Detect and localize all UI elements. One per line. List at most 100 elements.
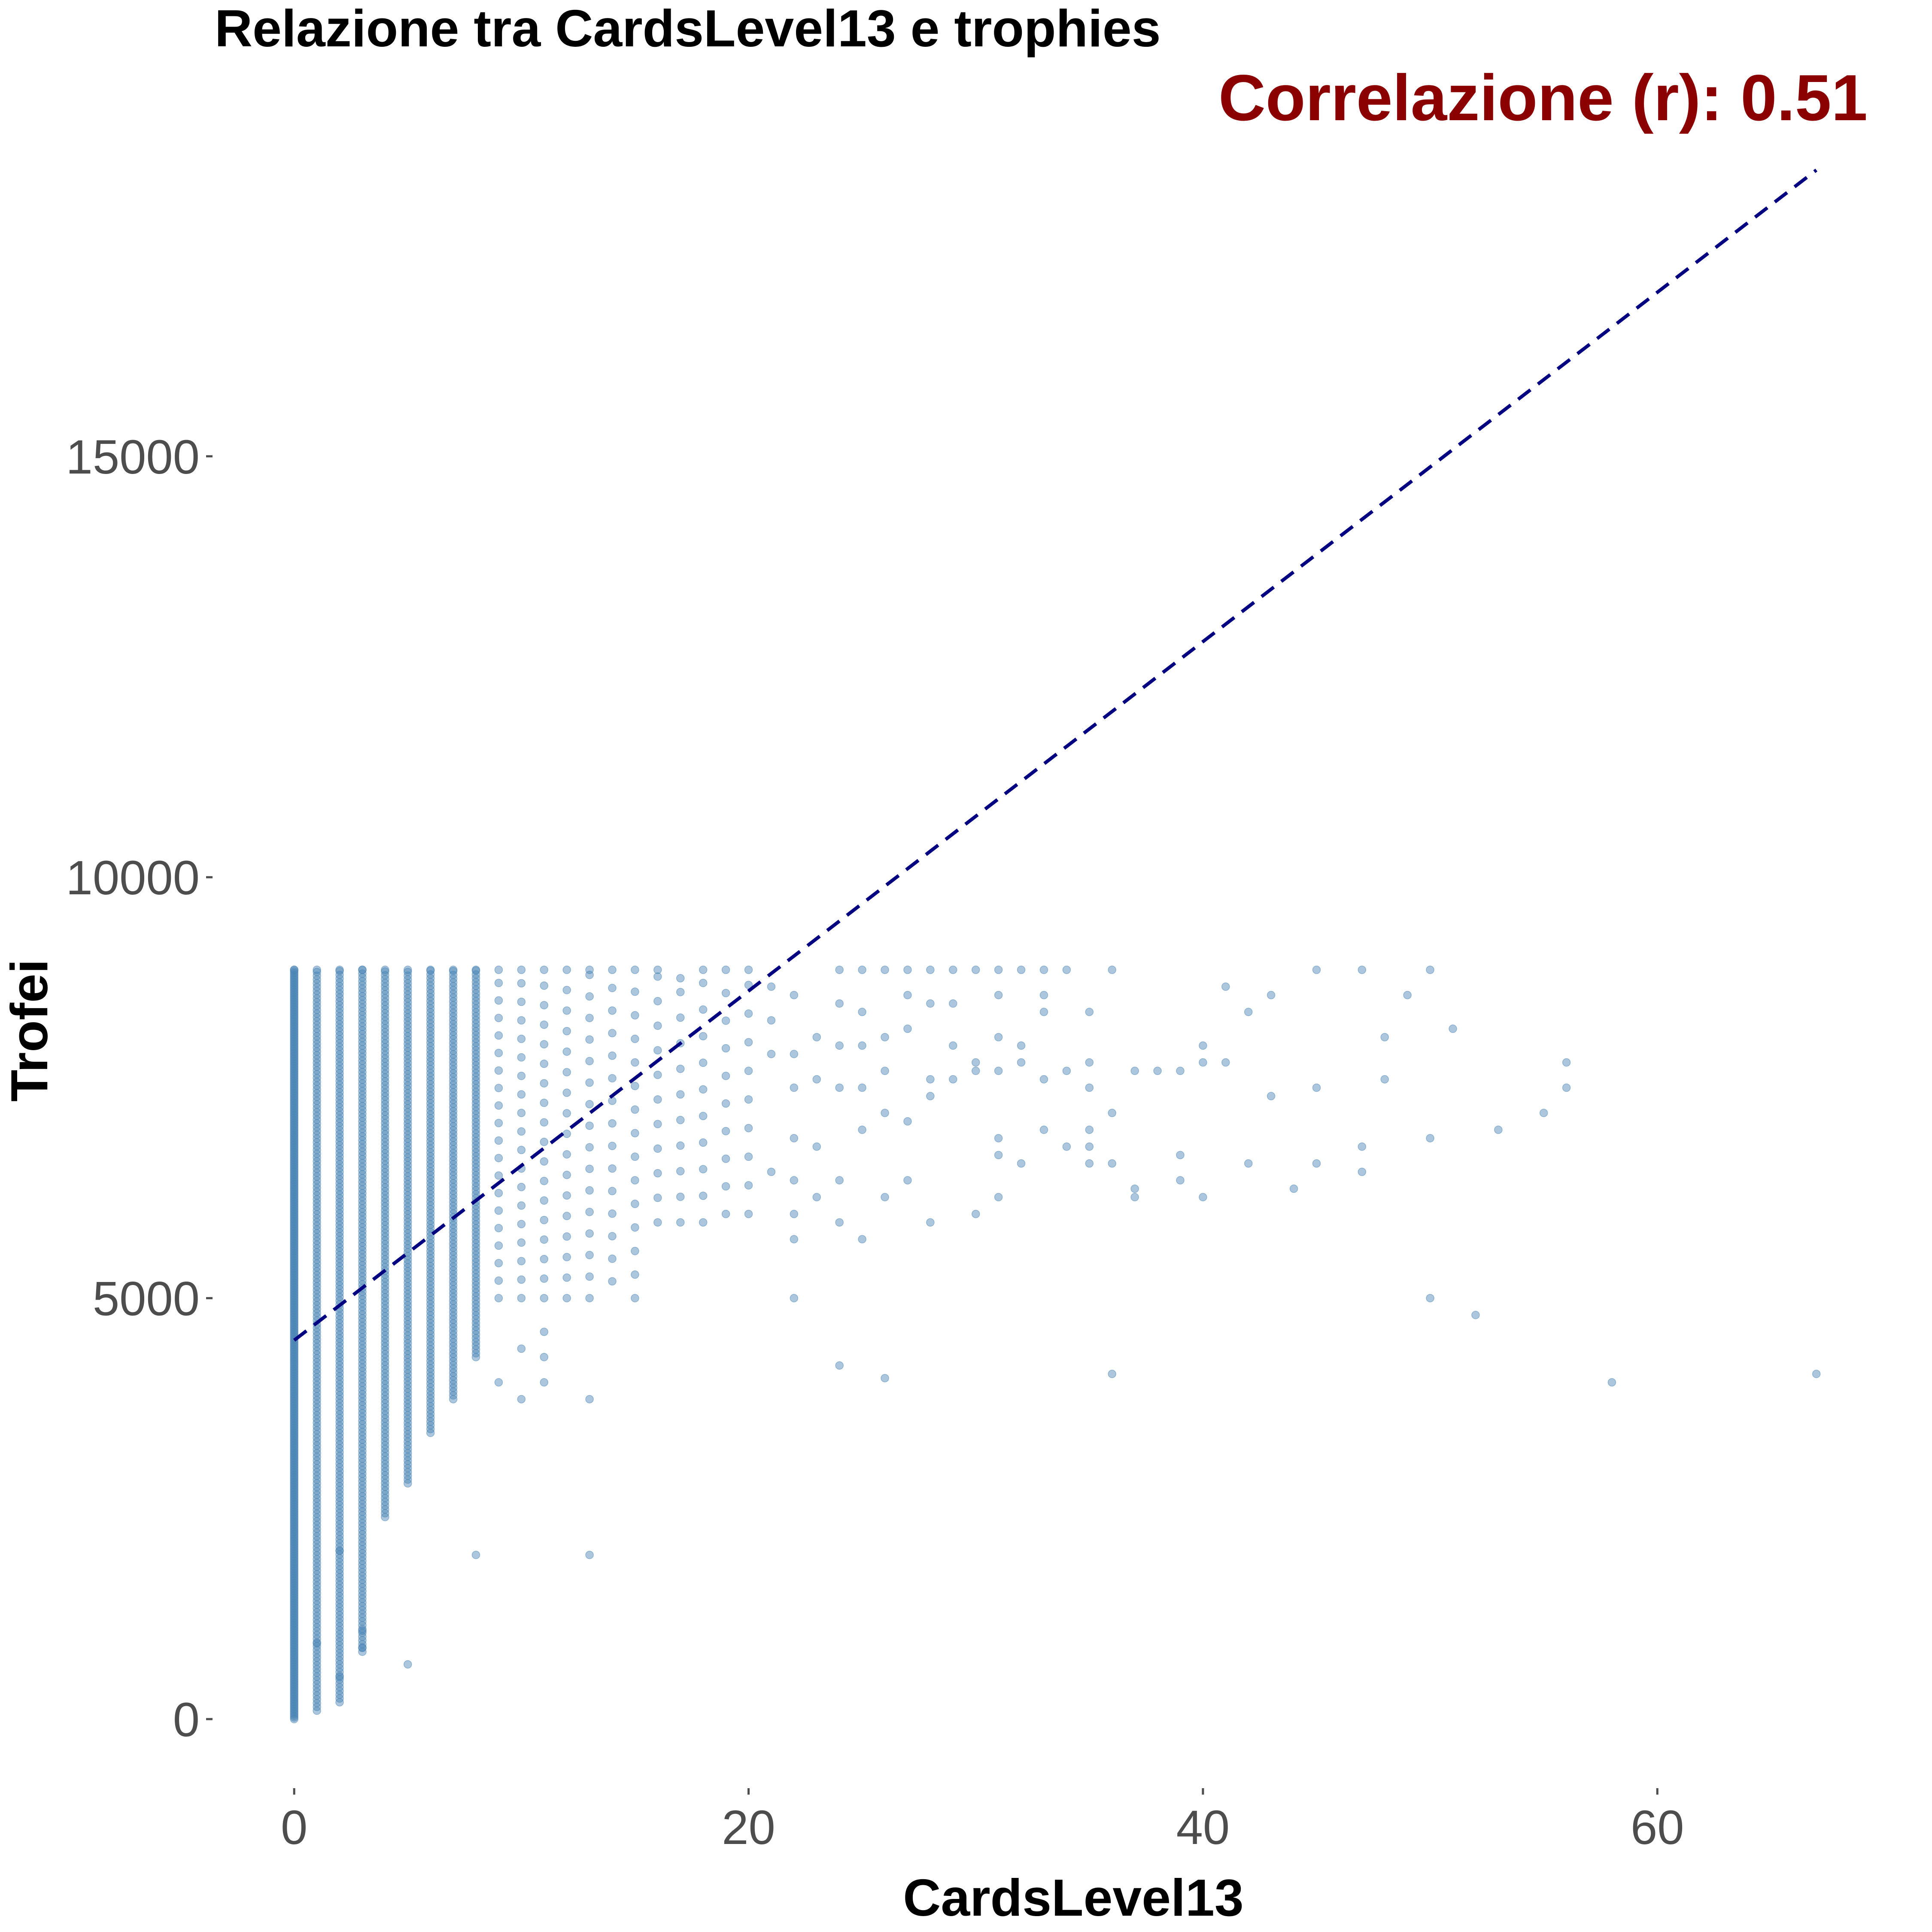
data-point — [494, 1031, 503, 1040]
data-point — [790, 1083, 799, 1092]
data-point — [994, 1033, 1003, 1042]
data-point — [585, 1395, 594, 1403]
data-point — [790, 991, 799, 999]
data-point — [881, 1374, 889, 1382]
trend-line — [293, 168, 1818, 1342]
data-point — [1085, 1008, 1094, 1016]
data-point — [835, 1218, 844, 1227]
data-point — [585, 1121, 594, 1130]
data-point — [562, 1006, 571, 1015]
data-point — [926, 1075, 935, 1084]
data-point — [631, 1270, 639, 1279]
data-point — [721, 989, 730, 997]
data-point — [494, 1294, 503, 1303]
data-point — [631, 1223, 639, 1232]
data-point — [790, 1134, 799, 1142]
data-point — [608, 1187, 617, 1195]
data-points — [290, 966, 1821, 1723]
data-point — [744, 1009, 753, 1018]
data-point — [562, 966, 571, 974]
data-point — [1221, 1058, 1230, 1067]
data-point — [653, 1218, 662, 1227]
data-point — [949, 966, 957, 974]
data-point — [721, 1016, 730, 1025]
data-point — [608, 1051, 617, 1060]
data-point — [494, 1101, 503, 1110]
data-point — [562, 1273, 571, 1282]
data-point — [721, 1209, 730, 1218]
data-point — [517, 1090, 526, 1099]
data-point — [562, 1232, 571, 1241]
data-point — [699, 1191, 708, 1200]
data-point — [835, 966, 844, 974]
data-point — [562, 1130, 571, 1138]
data-point — [1562, 1058, 1571, 1067]
data-point — [517, 1257, 526, 1266]
data-point — [812, 1142, 821, 1151]
data-point — [585, 1550, 594, 1559]
data-point — [1312, 966, 1321, 974]
data-point — [631, 1058, 639, 1067]
data-point — [1312, 1083, 1321, 1092]
data-point — [562, 1212, 571, 1221]
y-tick-label: 10000 — [66, 851, 200, 905]
data-point — [699, 1165, 708, 1174]
data-point — [631, 1034, 639, 1043]
data-point — [926, 966, 935, 974]
data-point — [517, 1344, 526, 1353]
data-point — [1221, 982, 1230, 991]
data-point — [608, 1006, 617, 1015]
data-point — [585, 1229, 594, 1238]
data-point — [744, 1152, 753, 1161]
x-tick-label: 60 — [1631, 1801, 1684, 1854]
data-point — [721, 1182, 730, 1191]
data-point — [994, 1134, 1003, 1142]
data-point — [903, 1117, 912, 1126]
data-point — [881, 1066, 889, 1075]
data-point — [699, 1138, 708, 1147]
data-point — [517, 1016, 526, 1025]
data-point — [540, 1021, 549, 1029]
data-point — [971, 966, 980, 974]
data-point — [767, 1050, 776, 1058]
data-point — [517, 1109, 526, 1118]
data-point — [1607, 1378, 1616, 1387]
data-point — [1062, 1066, 1071, 1075]
data-point — [585, 1143, 594, 1152]
data-point — [426, 966, 435, 974]
data-point — [540, 981, 549, 990]
data-point — [676, 1141, 685, 1150]
data-point — [517, 1294, 526, 1303]
data-point — [608, 1074, 617, 1083]
data-point — [721, 1072, 730, 1080]
data-point — [1039, 991, 1048, 999]
data-point — [1358, 966, 1367, 974]
data-point — [767, 982, 776, 991]
data-point — [1130, 1066, 1139, 1075]
data-point — [631, 1294, 639, 1303]
data-point — [699, 978, 708, 987]
data-point — [585, 1251, 594, 1260]
data-point — [699, 1005, 708, 1014]
x-tick-label: 0 — [281, 1801, 307, 1854]
data-point — [631, 1200, 639, 1208]
data-point — [1039, 1075, 1048, 1084]
data-point — [608, 1029, 617, 1038]
data-point — [1108, 1159, 1116, 1168]
data-point — [653, 1046, 662, 1055]
data-point — [562, 1150, 571, 1159]
data-point — [812, 1033, 821, 1042]
data-point — [1449, 1024, 1457, 1033]
data-point — [971, 1066, 980, 1075]
data-point — [1017, 1058, 1026, 1067]
data-point — [676, 1013, 685, 1022]
data-point — [676, 1064, 685, 1073]
data-point — [1358, 1142, 1367, 1151]
data-point — [540, 1215, 549, 1224]
data-point — [585, 992, 594, 1001]
data-point — [631, 966, 639, 974]
data-point — [721, 1044, 730, 1053]
data-point — [358, 1643, 367, 1652]
data-point — [540, 1274, 549, 1283]
correlation-annotation: Correlazione (r): 0.51 — [1218, 61, 1868, 134]
